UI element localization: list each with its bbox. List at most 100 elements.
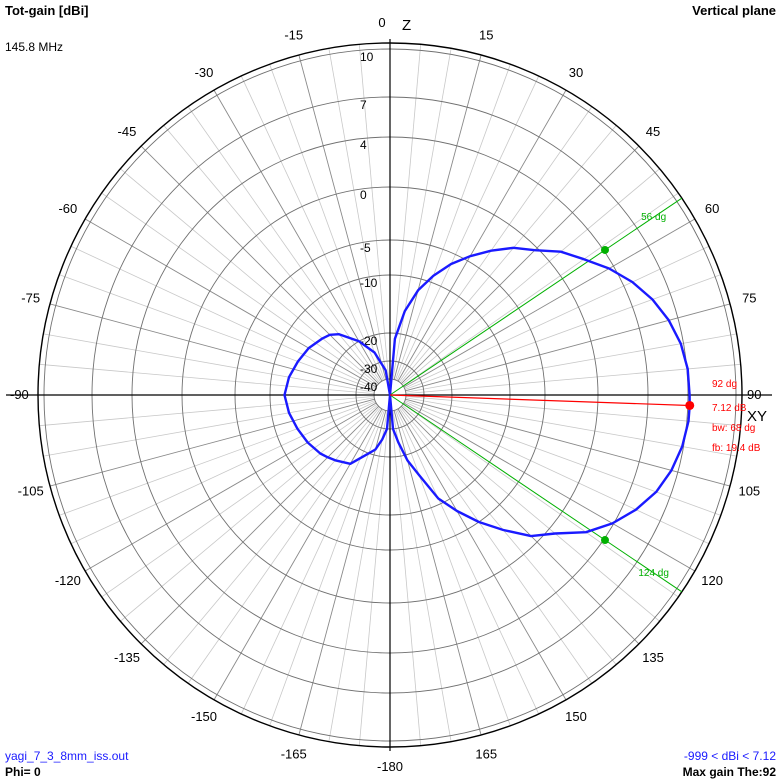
file-name: yagi_7_3_8mm_iss.out	[5, 749, 129, 763]
max-gain-line	[389, 394, 690, 407]
angle-tick-label: -30	[195, 65, 214, 80]
beamwidth-point	[600, 245, 609, 254]
major-spoke	[298, 54, 387, 380]
minor-spoke	[358, 44, 390, 380]
minor-spoke	[101, 403, 378, 598]
minor-spoke	[405, 363, 741, 395]
minor-spoke	[120, 168, 379, 386]
minor-spoke	[392, 48, 452, 380]
angle-tick-label: 30	[569, 65, 583, 80]
minor-spoke	[404, 401, 710, 545]
beamwidth-label: 56 dg	[641, 212, 666, 223]
angle-tick-label: 165	[475, 746, 497, 761]
minor-spoke	[59, 400, 376, 516]
major-spoke	[140, 405, 380, 645]
major-spoke	[393, 54, 482, 380]
radiation-pattern	[283, 246, 691, 538]
major-spoke	[84, 402, 377, 572]
angle-tick-label: -105	[18, 483, 44, 498]
minor-spoke	[269, 409, 385, 726]
angle-tick-label: -180	[377, 759, 403, 774]
minor-spoke	[358, 410, 390, 746]
angle-tick-label: 0	[378, 15, 385, 30]
minor-spoke	[404, 245, 710, 389]
angle-tick-label: 135	[642, 650, 664, 665]
xy-axis-label: XY	[747, 408, 767, 425]
minor-spoke	[401, 168, 660, 386]
minor-spoke	[398, 407, 593, 684]
minor-spoke	[404, 400, 721, 516]
minor-spoke	[70, 245, 376, 389]
minor-spoke	[395, 64, 511, 381]
angle-tick-label: 15	[479, 28, 493, 43]
minor-spoke	[396, 75, 540, 381]
minor-spoke	[39, 363, 375, 395]
minor-spoke	[392, 410, 452, 742]
minor-spoke	[187, 106, 382, 383]
angle-tick-label: -135	[114, 650, 140, 665]
beamwidth-value-label: bw: 68 dg	[712, 423, 755, 434]
radial-tick-label: -10	[360, 276, 378, 290]
max-gain-point	[685, 400, 695, 410]
major-spoke	[400, 145, 640, 385]
minor-spoke	[399, 125, 617, 384]
minor-spoke	[395, 409, 511, 726]
angle-tick-label: -15	[284, 28, 303, 43]
minor-spoke	[39, 395, 375, 427]
radial-tick-label: -20	[360, 334, 378, 348]
front-back-label: fb: 19.4 dB	[712, 443, 761, 454]
minor-spoke	[390, 410, 422, 746]
major-spoke	[397, 89, 567, 382]
phi-label: Phi= 0	[5, 765, 41, 779]
minor-spoke	[402, 403, 679, 598]
major-spoke	[397, 408, 567, 701]
beamwidth-line	[389, 394, 683, 593]
max-gain-label: Max gain The:92	[682, 765, 776, 779]
minor-spoke	[405, 395, 741, 427]
minor-spoke	[43, 333, 375, 393]
major-spoke	[405, 398, 731, 487]
radial-tick-label: 10	[360, 50, 374, 64]
angle-tick-label: -150	[191, 709, 217, 724]
major-spoke	[403, 402, 696, 572]
major-spoke	[403, 218, 696, 388]
angle-tick-label: -45	[118, 124, 137, 139]
chart-title: Tot-gain [dBi]	[5, 3, 89, 18]
minor-spoke	[402, 192, 679, 387]
angle-tick-label: 90	[747, 387, 761, 402]
minor-spoke	[70, 401, 376, 545]
minor-spoke	[328, 48, 388, 380]
minor-spoke	[187, 407, 382, 684]
minor-spoke	[404, 274, 721, 390]
max-gain-value-label: 7.12 dB	[712, 403, 747, 414]
major-spoke	[213, 408, 383, 701]
angle-tick-label: -120	[55, 573, 81, 588]
minor-spoke	[240, 75, 384, 381]
beamwidth-point	[600, 536, 609, 545]
gain-range-label: -999 < dBi < 7.12	[683, 749, 776, 763]
angle-tick-label: 105	[738, 483, 760, 498]
max-angle-label: 92 dg	[712, 379, 737, 390]
angle-tick-label: 60	[705, 201, 719, 216]
major-spoke	[84, 218, 377, 388]
minor-spoke	[101, 192, 378, 387]
angle-tick-label: 150	[565, 709, 587, 724]
radial-tick-label: 0	[360, 188, 367, 202]
angle-tick-label: -60	[58, 201, 77, 216]
angle-tick-label: -165	[281, 746, 307, 761]
beamwidth-line	[389, 197, 683, 396]
minor-spoke	[401, 404, 660, 622]
plane-label: Vertical plane	[692, 3, 776, 18]
radial-tick-label: -5	[360, 241, 371, 255]
major-spoke	[49, 398, 375, 487]
minor-spoke	[398, 106, 593, 383]
minor-spoke	[43, 397, 375, 457]
radial-tick-label: -40	[360, 380, 378, 394]
minor-spoke	[399, 406, 617, 665]
angle-tick-label: -90	[10, 387, 29, 402]
radial-tick-label: 7	[360, 98, 367, 112]
radial-tick-label: -30	[360, 362, 378, 376]
beamwidth-label: 124 dg	[638, 568, 669, 579]
minor-spoke	[163, 125, 381, 384]
angle-tick-label: -75	[21, 291, 40, 306]
